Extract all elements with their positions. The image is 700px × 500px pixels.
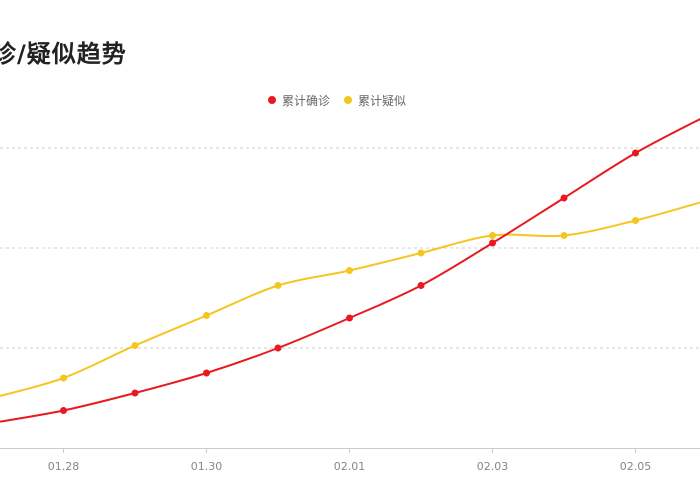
data-point-suspected: [60, 374, 67, 382]
data-point-confirmed: [632, 149, 639, 157]
x-tick-label: 01.30: [191, 460, 223, 473]
data-point-confirmed: [60, 407, 67, 414]
data-point-suspected: [131, 342, 139, 349]
data-point-suspected: [203, 312, 210, 319]
data-point-confirmed: [560, 194, 568, 202]
data-point-suspected: [632, 217, 639, 224]
x-tick-label: 02.03: [477, 460, 509, 473]
series-line-confirmed: [0, 117, 700, 423]
data-point-suspected: [346, 267, 353, 274]
data-point-confirmed: [274, 344, 282, 352]
series-line-suspected: [0, 201, 700, 397]
legend-label-confirmed: 累计确诊: [282, 93, 331, 108]
x-tick-label: 02.01: [334, 460, 366, 473]
data-point-confirmed: [131, 389, 139, 397]
legend-item-confirmed[interactable]: 累计确诊: [268, 92, 330, 109]
x-tick-label: 01.28: [48, 460, 80, 473]
data-point-confirmed: [489, 239, 496, 247]
legend-label-suspected: 累计疑似: [358, 93, 407, 108]
data-point-suspected: [417, 249, 425, 257]
data-point-suspected: [560, 232, 568, 239]
legend-item-suspected[interactable]: 累计疑似: [344, 92, 406, 109]
x-tick-label: 02.05: [620, 460, 652, 473]
legend-dot-confirmed: [268, 96, 276, 104]
legend-dot-suspected: [344, 96, 353, 104]
data-point-confirmed: [346, 314, 353, 322]
data-point-suspected: [489, 232, 496, 239]
data-point-confirmed: [417, 282, 425, 289]
chart-title: 诊/疑似趋势: [0, 40, 127, 68]
data-point-confirmed: [203, 369, 210, 377]
data-point-suspected: [274, 282, 282, 289]
legend: 累计确诊 累计疑似: [268, 90, 406, 110]
